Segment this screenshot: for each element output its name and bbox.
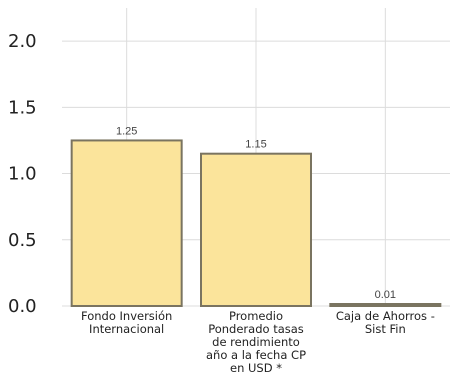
x-tick-label: Fondo Inversión Internacional [81,309,172,336]
bar [329,303,442,307]
bar [200,152,312,307]
data-label: 1.15 [245,139,266,151]
x-tick-label: Promedio Ponderado tasas de rendimiento año… [206,309,306,375]
y-axis-ticks: 0.0 0.5 1.0 1.5 2.0 [8,31,37,317]
data-label: 1.25 [116,125,137,137]
x-tick-label: Caja de Ahorros -Sist Fin [336,309,435,336]
y-tick-label: 0.0 [8,296,37,317]
y-tick-label: 2.0 [8,31,37,52]
bars [70,139,442,307]
y-tick-label: 1.0 [8,164,37,185]
bar [70,139,183,307]
data-labels: 1.25 1.15 0.01 [116,125,396,301]
data-label: 0.01 [375,289,396,301]
y-tick-label: 1.5 [8,97,37,118]
x-axis-ticks: Fondo Inversión Internacional Promedio Pond… [81,309,435,375]
y-tick-label: 0.5 [8,230,37,251]
